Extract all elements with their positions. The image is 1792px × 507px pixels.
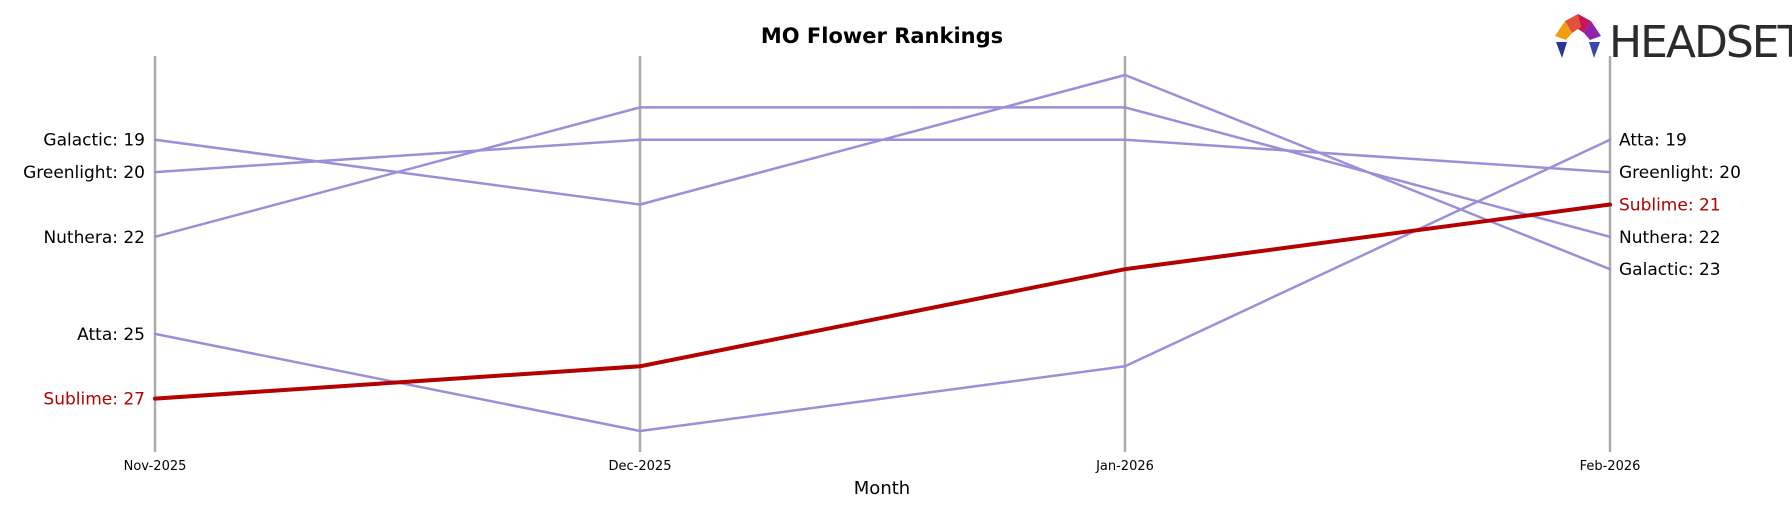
end-label-galactic: Galactic: 23 xyxy=(1619,260,1721,280)
end-label-atta: Atta: 19 xyxy=(1619,131,1687,151)
end-label-nuthera: Nuthera: 22 xyxy=(1619,228,1721,248)
series-line-nuthera xyxy=(153,106,1612,239)
x-tick-label: Nov-2025 xyxy=(124,459,187,474)
headset-logo: HEADSET xyxy=(1555,14,1792,68)
series-line-galactic xyxy=(153,73,1612,271)
chart-title: MO Flower Rankings xyxy=(761,24,1003,48)
x-tick-label: Jan-2026 xyxy=(1095,459,1154,474)
start-label-galactic: Galactic: 19 xyxy=(43,131,145,151)
vertical-lines xyxy=(153,56,1612,452)
series-line-atta xyxy=(153,138,1612,433)
series-line-greenlight xyxy=(153,138,1612,174)
series-lines xyxy=(153,73,1612,433)
series-line-sublime xyxy=(153,202,1612,401)
end-label-sublime: Sublime: 21 xyxy=(1619,195,1721,215)
start-label-sublime: Sublime: 27 xyxy=(43,390,145,410)
start-labels: Galactic: 19 Greenlight: 20 Nuthera: 22 Att… xyxy=(23,131,145,410)
end-labels: Galactic: 23 Greenlight: 20 Nuthera: 22 Att… xyxy=(1619,131,1741,280)
x-tick-label: Feb-2026 xyxy=(1580,459,1641,474)
x-tick-label: Dec-2025 xyxy=(609,459,672,474)
headset-logo-mark xyxy=(1555,14,1601,58)
start-label-nuthera: Nuthera: 22 xyxy=(43,228,145,248)
x-axis-label: Month xyxy=(854,478,910,499)
x-tick-labels: Nov-2025 Dec-2025 Jan-2026 Feb-2026 xyxy=(124,459,1641,474)
end-label-greenlight: Greenlight: 20 xyxy=(1619,163,1741,183)
start-label-greenlight: Greenlight: 20 xyxy=(23,163,145,183)
start-label-atta: Atta: 25 xyxy=(77,325,145,345)
headset-logo-text: HEADSET xyxy=(1609,17,1792,68)
